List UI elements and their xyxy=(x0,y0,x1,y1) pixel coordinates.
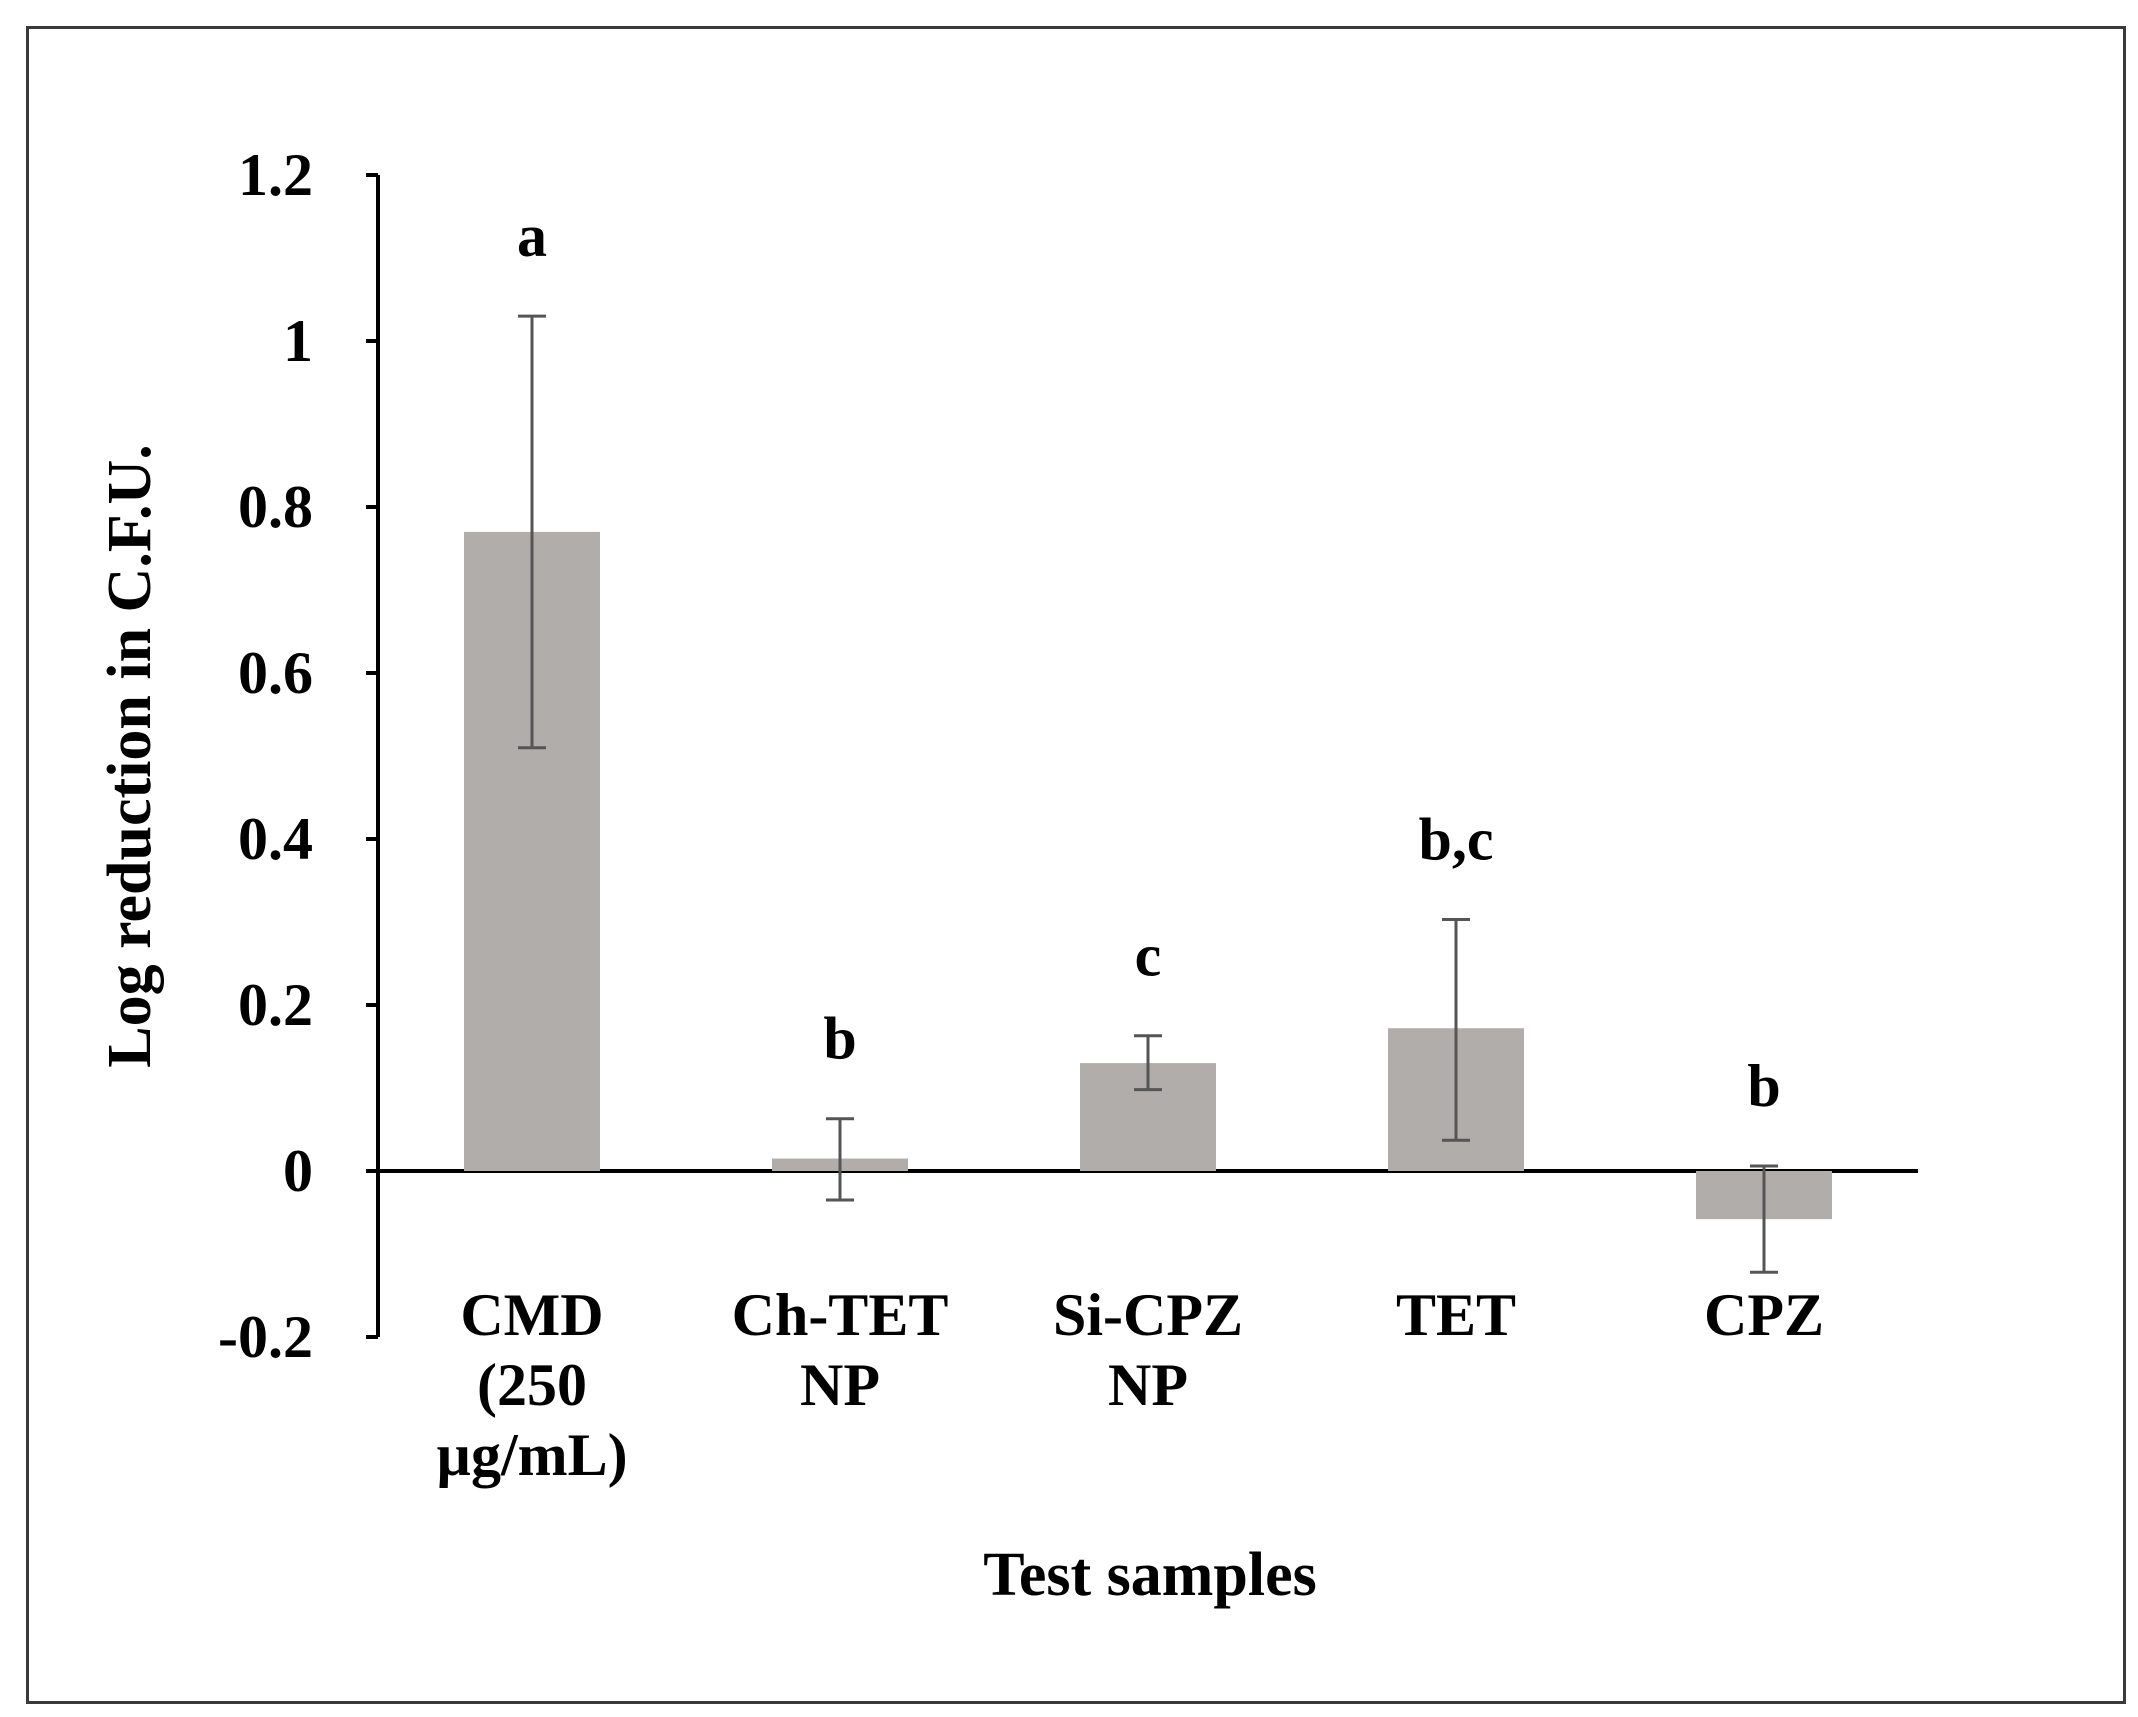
significance-label: b xyxy=(1747,1053,1780,1119)
y-tick-label: -0.2 xyxy=(218,1304,313,1370)
y-axis-title: Log reduction in C.F.U. xyxy=(96,444,164,1068)
category-label: Ch-TET xyxy=(732,1282,949,1348)
y-tick-label: 1.2 xyxy=(238,142,313,208)
category-label: (250 xyxy=(477,1352,587,1418)
x-axis-title: Test samples xyxy=(983,1541,1317,1609)
category-label: TET xyxy=(1396,1282,1516,1348)
bars-layer xyxy=(464,532,1832,1219)
y-tick-label: 0.4 xyxy=(238,806,313,872)
category-label: NP xyxy=(800,1352,880,1418)
category-label: CMD xyxy=(460,1282,603,1348)
y-tick-label: 0.8 xyxy=(238,474,313,540)
category-label: NP xyxy=(1108,1352,1188,1418)
significance-label: b xyxy=(823,1006,856,1072)
y-tick-label: 0.2 xyxy=(238,972,313,1038)
significance-label: c xyxy=(1135,923,1162,989)
significance-label: b,c xyxy=(1419,807,1494,873)
y-tick-label: 1 xyxy=(283,308,313,374)
category-label: CPZ xyxy=(1704,1282,1824,1348)
bar-chart: 1.2 1 0.8 0.6 0.4 0.2 0 -0.2 a CMD(250µg/mL) b Ch-T… xyxy=(0,0,2138,1717)
category-label: µg/mL) xyxy=(436,1422,627,1488)
significance-label: a xyxy=(517,203,547,269)
y-tick-label: 0.6 xyxy=(238,640,313,706)
category-label: Si-CPZ xyxy=(1053,1282,1243,1348)
y-tick-label: 0 xyxy=(283,1138,313,1204)
